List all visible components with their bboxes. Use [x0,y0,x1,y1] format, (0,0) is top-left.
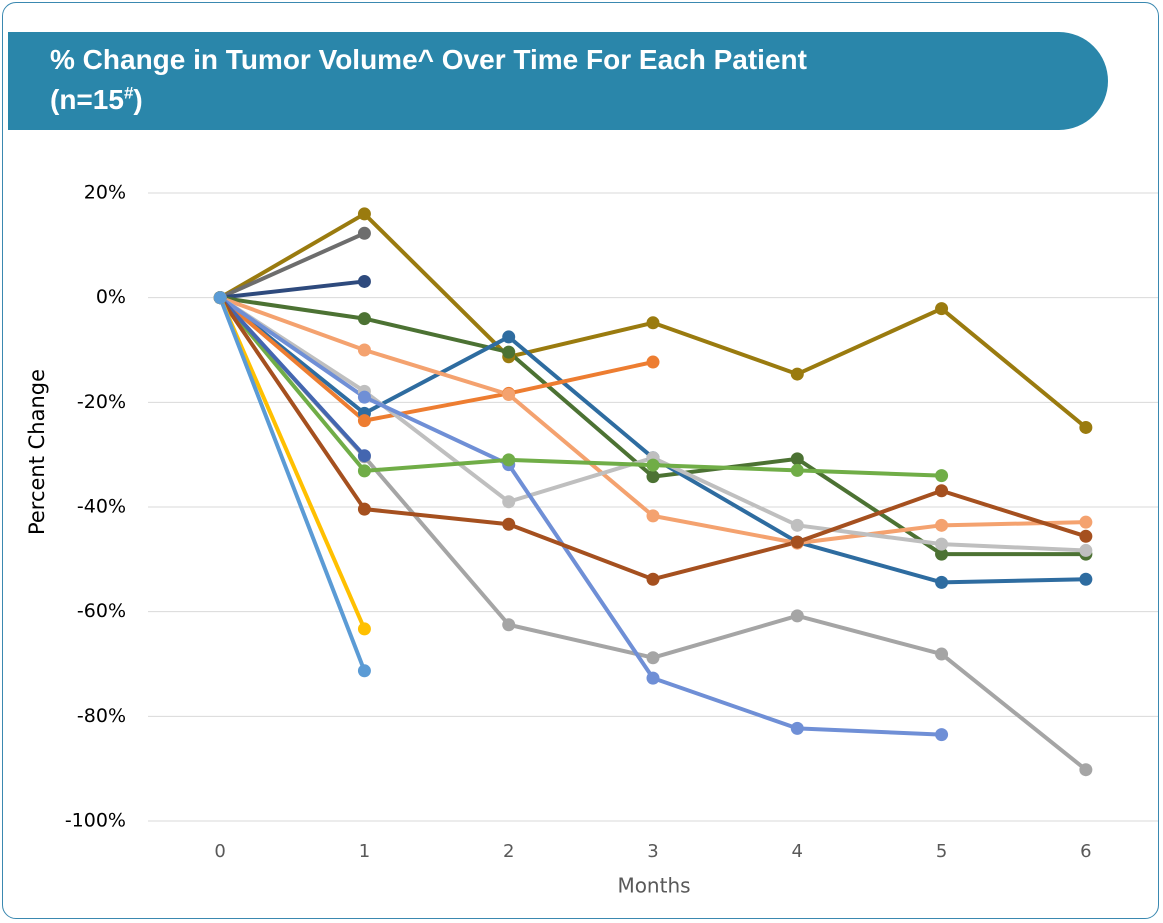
series-line [219,231,366,300]
chart-title-line2: (n=15 [50,84,124,115]
data-point [357,207,371,221]
data-point [646,458,660,472]
x-tick-label: 6 [1080,841,1091,862]
series-line [218,296,367,672]
series-line [218,296,366,458]
y-tick-label: 20% [84,182,126,204]
x-axis-label: Months [617,874,690,898]
data-point [935,575,949,589]
data-point [357,226,371,240]
series-line [219,279,365,300]
data-point [935,547,949,561]
data-point [502,330,516,344]
series-line [219,295,1086,546]
data-point [935,484,949,498]
data-point [502,495,516,509]
data-point [502,345,516,359]
x-tick-label: 1 [359,841,370,862]
data-point [357,622,371,636]
data-point [502,453,516,467]
x-tick-label: 2 [503,841,514,862]
y-tick-label: 0% [96,286,126,308]
data-point [646,316,660,330]
y-tick-label: -60% [77,600,126,622]
data-point [357,414,371,428]
data-point [646,355,660,369]
data-point [357,312,371,326]
data-point [357,664,371,678]
data-point [646,509,660,523]
data-point [790,518,804,532]
x-tick-label: 0 [214,841,225,862]
x-tick-label: 3 [647,841,658,862]
data-point [646,651,660,665]
data-point [790,452,804,466]
data-point [1079,529,1093,543]
data-point [357,464,371,478]
data-point [790,463,804,477]
data-point [790,721,804,735]
data-point [357,449,371,463]
y-tick-label: -20% [77,391,126,413]
data-point [935,728,949,742]
data-point [1079,572,1093,586]
data-point [646,470,660,484]
chart-title: % Change in Tumor Volume^ Over Time For … [50,44,807,75]
data-point [790,367,804,381]
y-tick-label: -80% [77,705,126,727]
x-tick-label: 5 [936,841,947,862]
data-point [357,502,371,516]
data-point [502,618,516,632]
data-point [213,291,227,305]
series-line [218,296,654,423]
data-point [1079,543,1093,557]
data-point [357,343,371,357]
series-line [218,296,367,630]
series-line [219,296,942,737]
data-point [1079,763,1093,777]
x-tick-label: 4 [792,841,803,862]
data-point [790,609,804,623]
chart-title-end: ) [133,84,143,115]
data-point [935,647,949,661]
data-point [1079,515,1093,529]
series-line [218,296,942,478]
data-point [357,390,371,404]
data-point [935,537,949,551]
data-point [646,671,660,685]
data-point [357,274,371,288]
data-point [935,518,949,532]
y-axis-label: Percent Change [25,369,49,535]
data-point [790,535,804,549]
data-point [502,387,516,401]
data-point [935,302,949,316]
data-point [502,517,516,531]
data-point [646,572,660,586]
data-point [1079,420,1093,434]
data-point [935,469,949,483]
y-tick-label: -40% [77,496,126,518]
title-banner: % Change in Tumor Volume^ Over Time For … [8,32,1108,130]
y-tick-label: -100% [65,810,126,832]
title-superscript: # [123,83,134,103]
